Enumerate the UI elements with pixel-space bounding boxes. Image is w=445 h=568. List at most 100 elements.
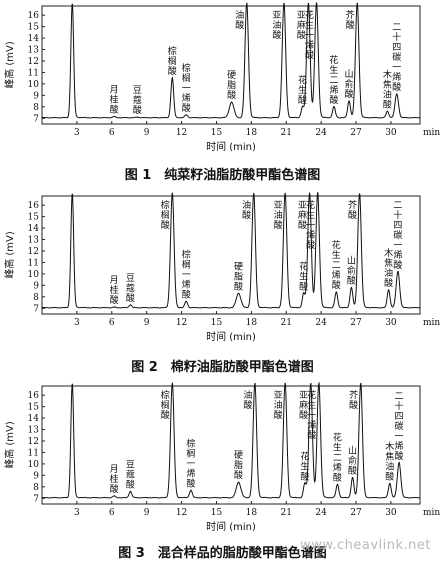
peak-label: 硬脂酸 xyxy=(234,450,243,481)
peak-label: 亚油酸 xyxy=(272,10,281,41)
x-tick-label: 15 xyxy=(211,128,223,138)
peak-marker xyxy=(71,5,73,7)
peak-label: 芥酸 xyxy=(346,10,355,31)
peak-marker xyxy=(113,495,115,497)
y-tick-label: 14 xyxy=(28,34,40,44)
y-tick-label: 13 xyxy=(28,236,40,246)
peak-marker xyxy=(307,5,309,7)
peak-marker xyxy=(284,385,286,387)
peak-label: 山俞酸 xyxy=(345,69,354,100)
peak-marker xyxy=(335,291,337,293)
x-tick-label: 24 xyxy=(315,318,327,328)
y-tick-label: 12 xyxy=(28,57,39,67)
peak-marker xyxy=(171,385,173,387)
plot-frame xyxy=(41,195,421,315)
peak-marker xyxy=(230,101,233,103)
peak-marker xyxy=(360,385,362,387)
peak-marker xyxy=(253,195,255,197)
peak-label: 山俞酸 xyxy=(347,256,356,287)
peak-marker xyxy=(387,289,390,291)
peak-marker xyxy=(351,477,354,479)
x-tick-label: 18 xyxy=(246,128,258,138)
peak-label: 木焦油酸 xyxy=(384,247,393,289)
peak-label: 棕榈酸 xyxy=(168,45,177,77)
x-tick-label: 12 xyxy=(176,508,187,518)
y-tick-label: 9 xyxy=(33,471,39,481)
y-tick-label: 15 xyxy=(28,23,40,33)
peak-label: 花生一烯酸 xyxy=(305,9,314,61)
peak-marker xyxy=(113,115,115,118)
x-tick-label: 12 xyxy=(176,318,187,328)
peak-marker xyxy=(358,195,361,197)
peak-marker xyxy=(129,490,131,492)
peak-marker xyxy=(389,482,391,484)
y-tick-label: 16 xyxy=(28,391,40,401)
peak-label: 棕榈一烯酸 xyxy=(182,248,191,300)
peak-label: 花生酸 xyxy=(300,450,309,482)
x-tick-label: 21 xyxy=(281,318,292,328)
peak-marker xyxy=(318,385,320,387)
x-tick-label: 27 xyxy=(350,128,362,138)
chromatogram-trace xyxy=(42,192,420,309)
x-tick-label: 3 xyxy=(74,318,80,328)
x-unit-label: min xyxy=(423,318,440,328)
y-tick-label: 7 xyxy=(33,114,39,124)
peak-marker xyxy=(333,106,335,108)
y-tick-label: 11 xyxy=(28,68,39,78)
y-tick-label: 7 xyxy=(33,304,39,314)
peak-label: 二十四碳一烯酸 xyxy=(393,201,402,271)
y-tick-label: 9 xyxy=(33,281,39,291)
peak-label: 二十四碳一烯酸 xyxy=(392,23,401,93)
plot-frame xyxy=(41,5,421,125)
x-tick-label: 9 xyxy=(144,128,150,138)
peak-marker xyxy=(310,385,312,387)
y-tick-label: 12 xyxy=(28,247,39,257)
peak-marker xyxy=(171,77,173,79)
peak-label: 芥酸 xyxy=(349,390,358,411)
peak-label: 芥酸 xyxy=(348,200,357,221)
y-tick-label: 11 xyxy=(28,258,39,268)
y-tick-label: 16 xyxy=(28,201,40,211)
x-tick-label: 6 xyxy=(109,508,115,518)
peak-label: 花生一烯酸 xyxy=(307,389,316,441)
peak-marker xyxy=(348,100,350,102)
peak-label: 月桂酸 xyxy=(110,85,119,116)
x-axis-title: 时间 (min) xyxy=(206,140,256,153)
peak-label: 亚麻酸 xyxy=(298,200,307,231)
x-tick-label: 18 xyxy=(246,508,258,518)
x-tick-label: 18 xyxy=(246,318,258,328)
chromatogram-figure-3: 7 8 9 10 11 12 13 14 15 16 3 6 9 12 15 18 21 24 27 30 min 时间 … xyxy=(0,380,445,568)
x-tick-label: 27 xyxy=(350,508,362,518)
y-tick-label: 10 xyxy=(28,270,40,280)
x-tick-label: 3 xyxy=(74,508,80,518)
peak-marker xyxy=(237,292,240,294)
x-tick-label: 24 xyxy=(315,128,327,138)
peak-marker xyxy=(136,116,138,118)
peak-marker xyxy=(246,5,248,7)
peak-marker xyxy=(71,385,73,387)
peak-marker xyxy=(283,5,285,7)
x-unit-label: min xyxy=(423,128,440,138)
peak-marker xyxy=(254,385,256,387)
y-tick-label: 8 xyxy=(33,293,39,303)
y-tick-label: 14 xyxy=(28,414,40,424)
peak-label: 油酸 xyxy=(242,199,251,221)
peak-label: 月桂酸 xyxy=(110,464,119,495)
peak-marker xyxy=(356,5,358,7)
y-tick-label: 8 xyxy=(33,103,39,113)
y-tick-label: 13 xyxy=(28,426,40,436)
peak-label: 油酸 xyxy=(243,389,252,411)
y-tick-label: 8 xyxy=(33,483,39,493)
peak-label: 二十四碳一烯酸 xyxy=(395,392,404,462)
peak-label: 亚麻酸 xyxy=(297,10,306,41)
peak-marker xyxy=(171,195,173,197)
x-tick-label: 6 xyxy=(109,128,115,138)
y-tick-label: 10 xyxy=(28,460,40,470)
x-tick-label: 21 xyxy=(281,508,292,518)
watermark-text: www.cheavlink.net xyxy=(300,538,431,553)
peak-marker xyxy=(317,195,319,197)
x-unit-label: min xyxy=(423,508,440,518)
peak-label: 油酸 xyxy=(235,9,244,31)
y-axis-title: 峰高 (mV) xyxy=(3,41,16,89)
peak-label: 硬脂酸 xyxy=(234,261,243,292)
